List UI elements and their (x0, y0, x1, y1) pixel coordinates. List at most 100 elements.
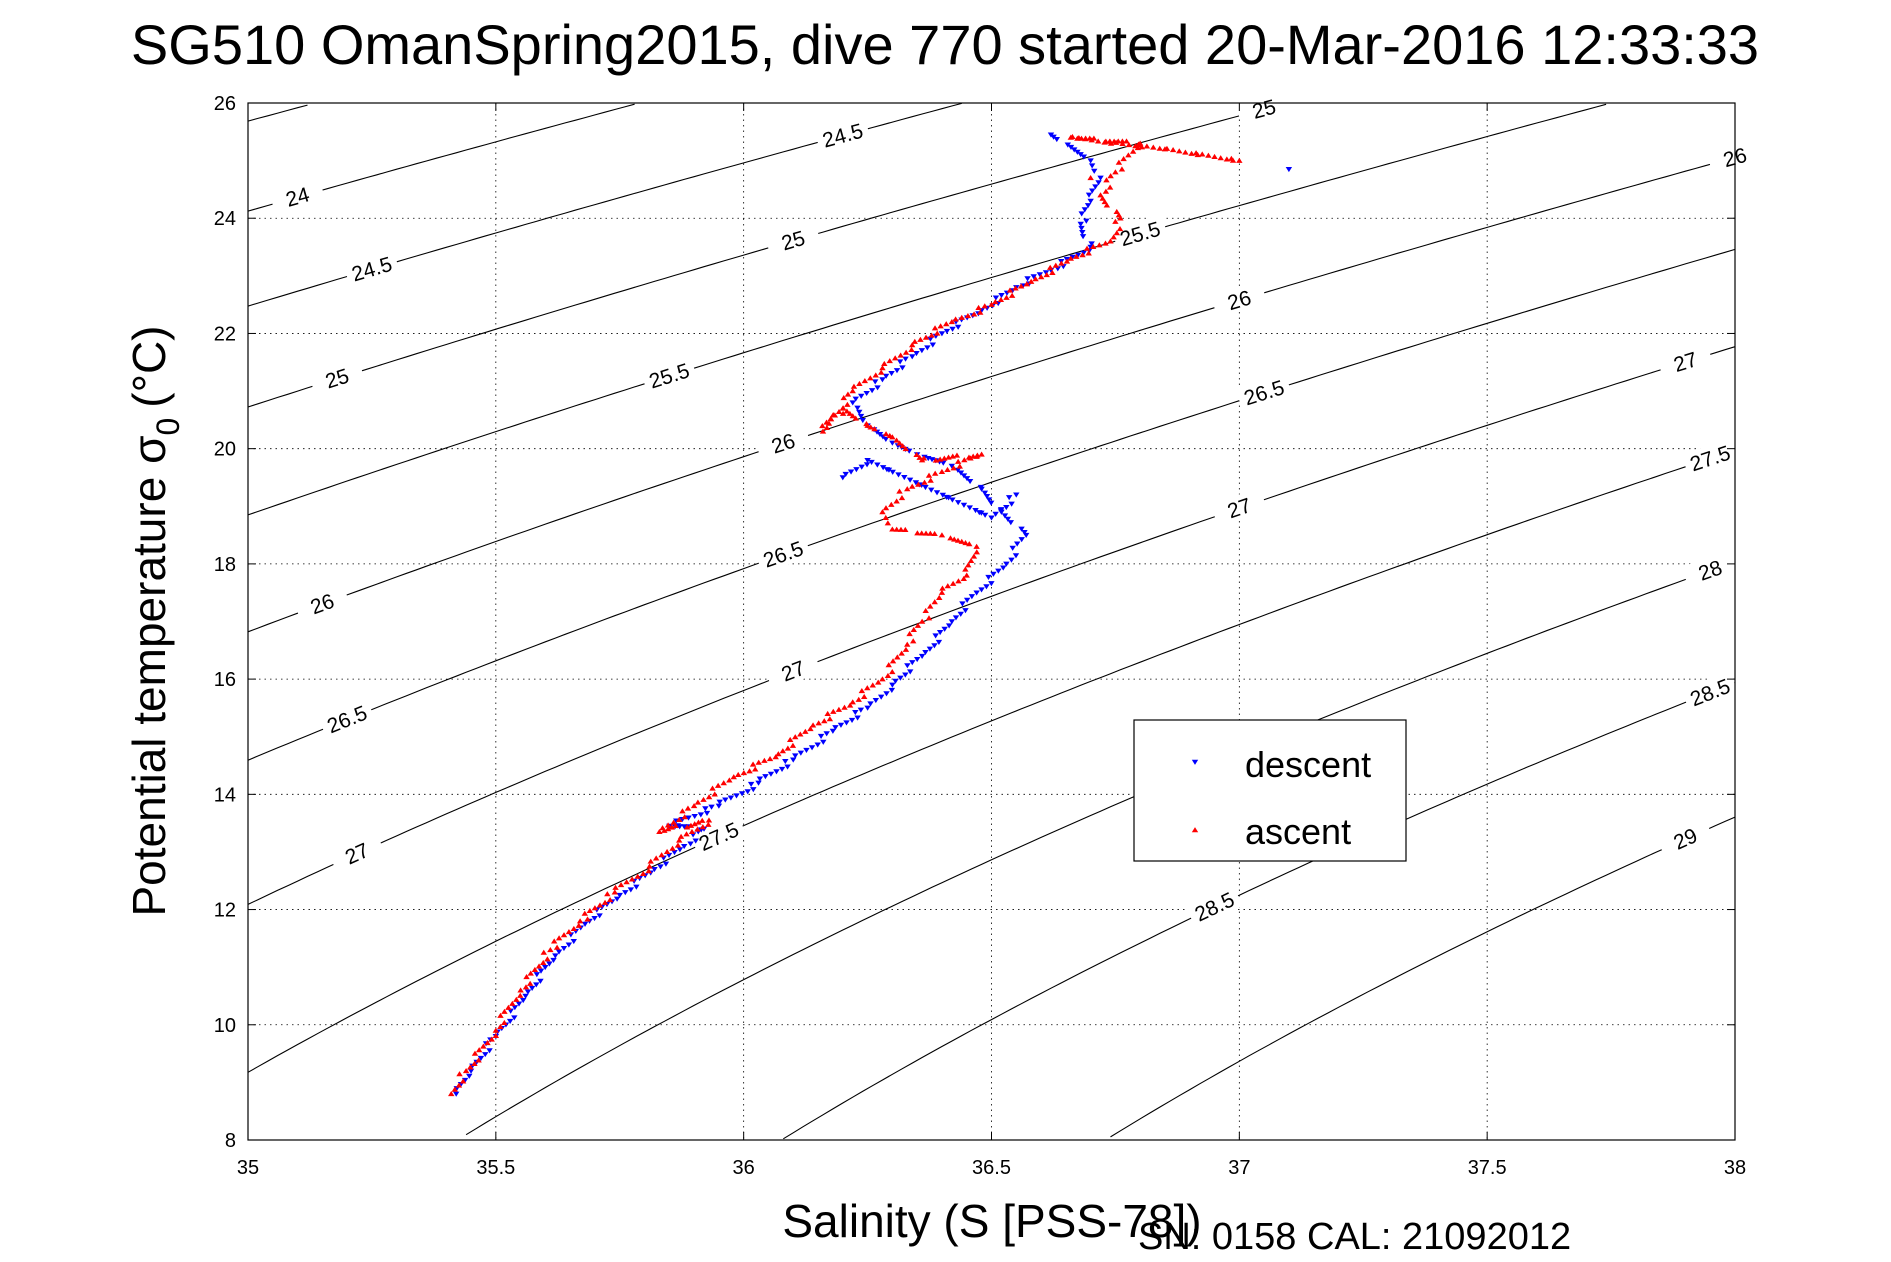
descent-point (747, 781, 755, 788)
ascent-point (974, 452, 981, 458)
descent-point (685, 815, 692, 821)
ascent-point (749, 761, 757, 767)
ascent-point (606, 896, 614, 903)
descent-point (945, 623, 953, 629)
ascent-point (1003, 294, 1010, 300)
descent-point (671, 850, 678, 856)
descent-point (933, 490, 941, 496)
ascent-point (846, 702, 854, 708)
descent-point (1074, 149, 1081, 155)
descent-point (895, 472, 902, 478)
ascent-point (917, 336, 924, 342)
ascent-point (939, 585, 946, 591)
ascent-point (792, 734, 799, 740)
descent-point (837, 722, 845, 728)
contour-label-bg (1681, 670, 1739, 713)
legend-ascent-symbol (1191, 827, 1199, 833)
descent-point (1092, 184, 1099, 190)
descent-point (927, 336, 934, 342)
descent-point (1004, 516, 1012, 522)
ascent-point (956, 463, 964, 469)
ascent-point (937, 323, 944, 329)
ascent-point (1096, 242, 1103, 248)
ascent-point (936, 456, 944, 462)
ascent-point (700, 796, 707, 802)
chart-title: SG510 OmanSpring2015, dive 770 started 2… (131, 13, 1759, 76)
descent-point (507, 1008, 514, 1014)
descent-point (1003, 504, 1010, 511)
ascent-point (459, 1078, 467, 1084)
ascent-point (604, 891, 611, 897)
descent-point (1087, 158, 1094, 164)
ascent-point (835, 706, 843, 712)
contour-label-bg (343, 249, 400, 288)
ascent-point (945, 454, 952, 460)
ascent-point (869, 682, 876, 688)
footer-sn-cal: SN: 0158 CAL: 21092012 (1138, 1216, 1571, 1258)
y-tick-label: 14 (214, 784, 236, 806)
ascent-point (941, 455, 948, 461)
ascent-point (898, 650, 905, 656)
descent-point (703, 810, 711, 816)
descent-point (733, 793, 740, 799)
ascent-point (497, 1023, 504, 1030)
ascent-point (879, 509, 886, 515)
ascent-point (1223, 156, 1231, 162)
ascent-point (858, 687, 866, 694)
descent-point (1036, 272, 1044, 278)
ascent-point (893, 498, 900, 504)
ascent-point (849, 699, 856, 705)
descent-point (832, 725, 839, 731)
ascent-point (1032, 276, 1039, 282)
ascent-point (669, 845, 676, 851)
ascent-point (1120, 155, 1127, 162)
ascent-point (645, 868, 652, 874)
ascent-point (677, 833, 685, 839)
isopycnal-26-5 (247, 248, 1736, 761)
ascent-point (656, 828, 663, 835)
descent-point (907, 669, 914, 675)
descent-point (960, 502, 968, 508)
descent-point (872, 697, 880, 704)
descent-point (1021, 529, 1028, 536)
y-tick-label: 22 (214, 323, 236, 345)
isopycnal-26 (247, 156, 1736, 633)
descent-point (985, 574, 992, 580)
ascent-point (960, 575, 967, 582)
ascent-point (797, 731, 804, 737)
descent-point (893, 368, 901, 374)
descent-point (925, 455, 932, 462)
descent-point (852, 396, 859, 402)
ascent-point (1125, 152, 1132, 158)
descent-point (941, 626, 948, 632)
ascent-point (1112, 169, 1119, 175)
ascent-point (913, 451, 920, 458)
descent-point (1078, 211, 1085, 217)
ascent-point (931, 325, 939, 331)
ascent-point (823, 424, 831, 431)
ascent-point (684, 805, 692, 811)
descent-point (981, 512, 989, 518)
ascent-point (962, 566, 969, 572)
ascent-point (679, 808, 686, 814)
ascent-point (1113, 230, 1121, 236)
y-tick-label: 8 (225, 1130, 236, 1152)
ascent-point (1101, 199, 1108, 205)
ascent-point (819, 428, 827, 434)
descent-point (874, 385, 881, 391)
descent-point (918, 653, 926, 659)
ascent-point (456, 1071, 463, 1077)
descent-point (790, 757, 797, 763)
descent-point (716, 799, 723, 805)
ascent-point (687, 822, 695, 828)
ascent-point (471, 1050, 479, 1056)
ascent-point (856, 380, 863, 386)
descent-point (533, 972, 541, 978)
ascent-point (819, 423, 826, 429)
ascent-point (879, 365, 886, 371)
ascent-point (1125, 141, 1133, 148)
descent-point (467, 1068, 475, 1074)
descent-point (889, 682, 896, 688)
ascent-point (1163, 145, 1171, 151)
